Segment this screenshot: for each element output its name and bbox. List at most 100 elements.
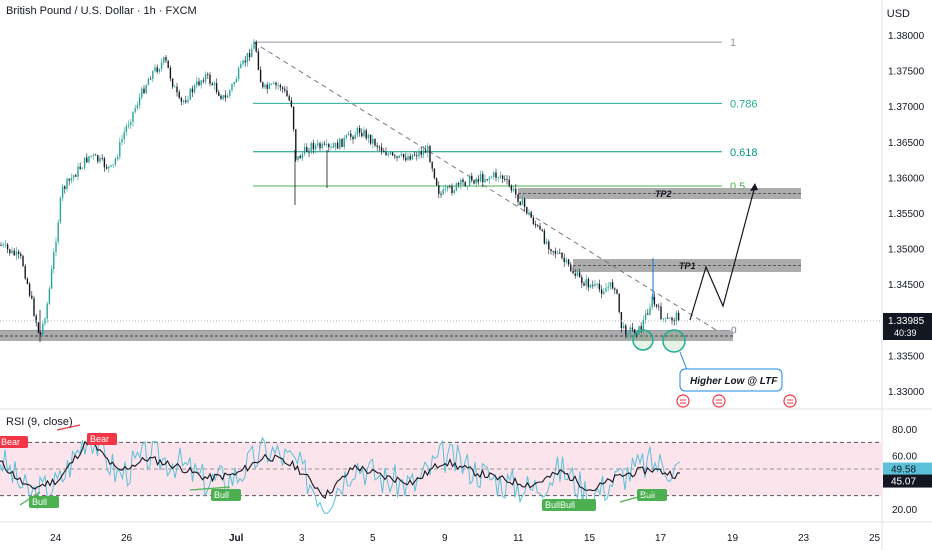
candle-body (306, 147, 308, 152)
candle-body (462, 179, 464, 183)
candle-body (669, 317, 671, 319)
candles (0, 38, 680, 340)
rsi-signal-label: Bull (214, 490, 229, 500)
candle-body (75, 175, 77, 177)
candle-body (4, 244, 7, 246)
candle-body (39, 332, 42, 335)
candle-body (559, 252, 561, 254)
rsi-ma-value-label: 45.07 (891, 477, 916, 488)
candle-body (231, 84, 233, 91)
candle-body (578, 272, 581, 278)
time-tick-label: 25 (869, 533, 881, 544)
time-tick-label: 11 (513, 533, 524, 544)
candle-body (347, 133, 350, 136)
candle-body (596, 283, 598, 285)
callout-tail (679, 351, 700, 371)
candle-body (479, 174, 482, 182)
candle-body (495, 172, 497, 178)
candle-body (396, 156, 398, 158)
candle-body (651, 296, 653, 308)
candle-body (20, 253, 22, 257)
candle-body (218, 92, 220, 96)
candle-body (451, 186, 453, 194)
candle-body (365, 130, 367, 139)
candle-body (301, 153, 304, 159)
candle-body (273, 82, 275, 84)
candle-body (105, 167, 108, 169)
tp1-zone (573, 259, 801, 272)
candle-body (266, 84, 268, 89)
candle-body (136, 105, 139, 109)
candle-body (471, 175, 473, 181)
candle-body (160, 62, 163, 69)
candle-body (6, 244, 9, 250)
projection-path (689, 185, 756, 321)
candle-body (350, 133, 352, 137)
candle-body (655, 304, 658, 307)
candle-body (167, 60, 169, 68)
candle-body (380, 147, 383, 152)
candle-body (332, 146, 334, 148)
rsi-signal-badge (637, 489, 667, 501)
candle-body (519, 201, 521, 206)
rsi-signal-label: Bear (90, 434, 109, 444)
candle-body (576, 272, 579, 276)
candle-body (246, 53, 249, 63)
candle-body (9, 249, 11, 254)
candle-body (279, 85, 282, 88)
time-tick-label: 24 (50, 533, 62, 544)
currency-label[interactable]: USD (886, 8, 910, 20)
candle-body (88, 156, 90, 163)
candle-body (222, 95, 224, 99)
candle-body (290, 100, 293, 107)
candle-body (400, 154, 403, 156)
candle-body (572, 271, 574, 274)
candle-body (281, 87, 284, 89)
candle-body (398, 155, 400, 158)
candle-body (620, 312, 623, 329)
candle-body (442, 189, 444, 195)
candle-body (666, 317, 669, 319)
candle-body (330, 146, 332, 148)
candle-body (402, 154, 405, 158)
candle-body (422, 150, 425, 155)
candle-body (99, 157, 101, 162)
candle-body (77, 166, 79, 177)
candle-body (607, 286, 609, 289)
time-tick-label: 17 (655, 533, 667, 544)
candle-body (48, 288, 51, 304)
candle-body (457, 183, 460, 185)
fib-level-label: 1 (730, 37, 736, 49)
price-tick-label: 1.38000 (888, 31, 925, 42)
rsi-tick-label: 60.00 (892, 452, 917, 463)
rsi-value-box (883, 462, 932, 476)
candle-body (28, 283, 31, 296)
candle-body (323, 143, 326, 145)
callout-label: Higher Low @ LTF (690, 376, 778, 387)
candle-body (675, 312, 678, 321)
candle-body (22, 256, 24, 267)
candle-body (574, 273, 576, 276)
candle-body (101, 157, 103, 159)
candle-body (460, 179, 462, 185)
rsi-ma-value-box (883, 474, 932, 488)
rsi-title[interactable]: RSI (9, close) (6, 416, 73, 428)
candle-body (361, 132, 363, 137)
symbol-title[interactable]: British Pound / U.S. Dollar · 1h · FXCM (6, 5, 197, 17)
candle-body (468, 175, 471, 187)
us-flag-icon (783, 394, 797, 408)
price-tick-label: 1.36500 (888, 138, 925, 149)
fib-level-label: 0 (731, 325, 737, 336)
candle-body (614, 288, 616, 290)
candle-body (592, 284, 594, 286)
candle-body (121, 139, 123, 143)
candle-body (233, 82, 235, 85)
candle-body (24, 266, 26, 279)
candle-body (154, 67, 156, 72)
candle-body (193, 85, 196, 93)
candle-body (677, 312, 680, 321)
candle-body (185, 100, 187, 102)
candle-body (108, 166, 110, 169)
candle-body (383, 151, 385, 153)
